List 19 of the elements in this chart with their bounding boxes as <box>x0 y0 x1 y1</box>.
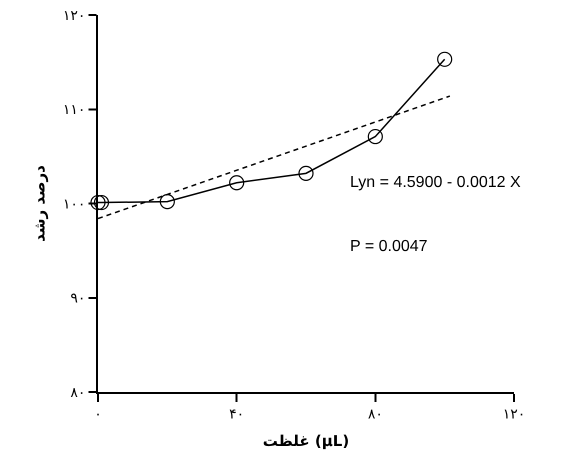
x-tick-label: ۴۰ <box>229 406 244 423</box>
y-axis-title: درصد رشد <box>30 164 49 242</box>
x-tick-label: ۰ <box>94 406 102 423</box>
point <box>160 194 175 210</box>
point <box>94 194 110 210</box>
point <box>298 166 314 181</box>
point <box>368 128 383 144</box>
y-tick-label: ۱۱۰ <box>62 102 86 118</box>
y-tick-label: ۹۰ <box>70 290 86 307</box>
point <box>229 175 244 190</box>
y-tick-label: ۸۰ <box>70 384 86 401</box>
y-tick-label: ۱۰۰ <box>62 196 86 212</box>
y-tick-label: ۱۲۰ <box>62 8 86 24</box>
annotation: P = 0.0047 <box>350 238 428 255</box>
x-axis-title: غلظت (µL) <box>262 432 350 450</box>
x-tick-label: ۸۰ <box>368 406 383 423</box>
annotation: Lyn = 4.5900 - 0.0012 X <box>350 174 521 191</box>
point <box>437 52 452 67</box>
x-tick-label: ۱۲۰ <box>502 406 526 423</box>
